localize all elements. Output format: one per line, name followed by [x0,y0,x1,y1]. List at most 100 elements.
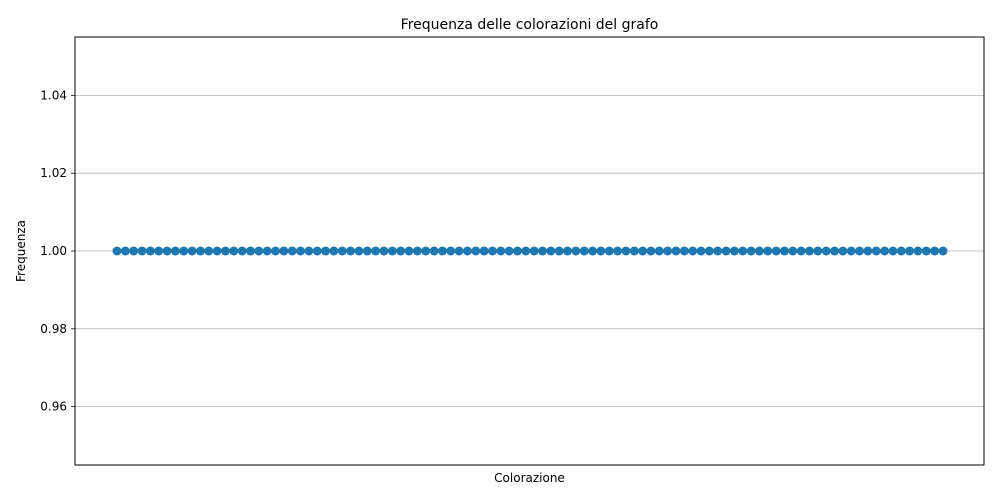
data-point [179,246,189,256]
data-point [421,246,431,256]
data-point [479,246,489,256]
data-point [921,246,931,256]
data-point [746,246,756,256]
data-point [679,246,689,256]
data-point [354,246,364,256]
data-point [654,246,664,256]
data-point [588,246,598,256]
data-point [504,246,514,256]
data-point [805,246,815,256]
data-point [554,246,564,256]
y-axis-label: Frequenza [14,220,28,282]
data-point [888,246,898,256]
data-point [771,246,781,256]
data-point [579,246,589,256]
data-point [404,246,414,256]
data-point [721,246,731,256]
x-axis-label: Colorazione [494,471,565,485]
data-point [529,246,539,256]
data-point [271,246,281,256]
y-tick-label: 1.04 [40,88,67,102]
data-point [663,246,673,256]
data-point [120,246,130,256]
data-point [454,246,464,256]
data-point [796,246,806,256]
data-point [304,246,314,256]
data-point [220,246,230,256]
data-point [170,246,180,256]
y-tick-label: 1.00 [40,244,67,258]
data-point [287,246,297,256]
data-point [471,246,481,256]
data-point [629,246,639,256]
data-point [245,246,255,256]
data-point [437,246,447,256]
data-point [546,246,556,256]
data-point [237,246,247,256]
data-point [713,246,723,256]
data-point [262,246,272,256]
data-point [387,246,397,256]
data-point [462,246,472,256]
data-point [204,246,214,256]
data-point [254,246,264,256]
data-point [813,246,823,256]
data-point [145,246,155,256]
data-layer [112,246,948,256]
data-point [396,246,406,256]
chart-title: Frequenza delle colorazioni del grafo [401,17,659,33]
data-point [329,246,339,256]
data-point [212,246,222,256]
data-point [830,246,840,256]
data-point [563,246,573,256]
data-point [412,246,422,256]
data-point [779,246,789,256]
data-point [729,246,739,256]
data-point [738,246,748,256]
data-point [763,246,773,256]
data-point [938,246,948,256]
data-point [871,246,881,256]
data-point [880,246,890,256]
data-point [821,246,831,256]
data-point [913,246,923,256]
y-tick-label: 0.96 [40,400,67,414]
data-point [538,246,548,256]
data-point [496,246,506,256]
data-point [296,246,306,256]
data-point [487,246,497,256]
data-point [846,246,856,256]
data-point [604,246,614,256]
data-point [688,246,698,256]
y-axis-ticks: 0.96 0.98 1.00 1.02 1.04 [40,88,75,414]
data-point [596,246,606,256]
data-point [638,246,648,256]
data-point [379,246,389,256]
data-point [646,246,656,256]
data-point [112,246,122,256]
y-tick-label: 0.98 [40,322,67,336]
data-point [229,246,239,256]
data-point [863,246,873,256]
data-point [279,246,289,256]
data-point [704,246,714,256]
data-point [337,246,347,256]
data-point [521,246,531,256]
data-point [696,246,706,256]
plot-frame [74,36,985,466]
data-point [571,246,581,256]
data-point [896,246,906,256]
data-point [137,246,147,256]
data-point [154,246,164,256]
data-point [855,246,865,256]
data-point [930,246,940,256]
data-point [162,246,172,256]
data-point [671,246,681,256]
data-point [754,246,764,256]
data-point [446,246,456,256]
data-point [788,246,798,256]
data-point [621,246,631,256]
data-point [312,246,322,256]
